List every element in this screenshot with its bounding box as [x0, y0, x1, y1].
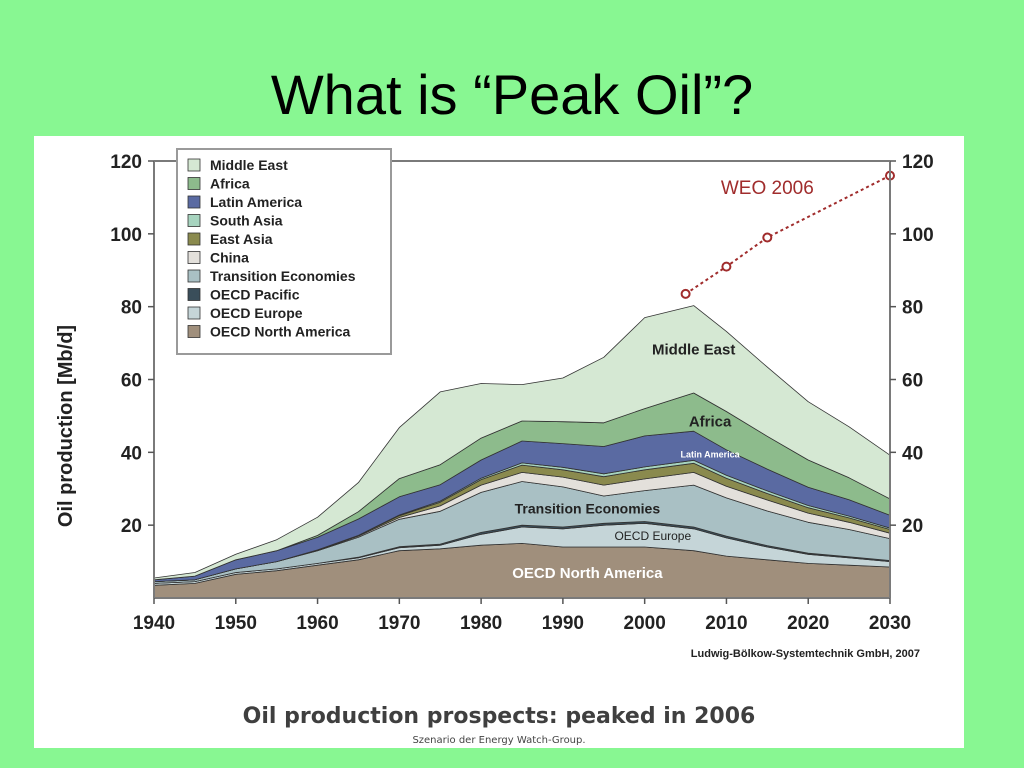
- area-label-transition-economies: Transition Economies: [515, 501, 661, 517]
- legend-swatch-middle-east: [187, 158, 201, 172]
- source-credit: Ludwig-Bölkow-Systemtechnik GmbH, 2007: [691, 648, 920, 660]
- legend-swatch-china: [187, 251, 201, 264]
- weo-point: [721, 261, 732, 272]
- y-tick-label-right-20: 20: [902, 516, 923, 537]
- y-tick-label-right-40: 40: [902, 443, 923, 464]
- x-tick-label-1970: 1970: [378, 613, 420, 634]
- y-tick-label-left-20: 20: [121, 516, 142, 537]
- legend-swatch-transition-economies: [187, 269, 201, 283]
- weo-point: [680, 288, 691, 299]
- area-label-middle-east: Middle East: [652, 342, 735, 359]
- legend-label-middle-east: Middle East: [210, 157, 288, 173]
- chart-figure: Middle East Africa Latin America Transition…: [34, 136, 964, 748]
- legend-box: [176, 148, 392, 355]
- weo-overlay: WEO 2006: [680, 170, 895, 299]
- area-label-layer: Middle East Africa Latin America Transition…: [512, 342, 740, 582]
- legend-swatch-oecd-europe: [187, 306, 201, 320]
- weo-point: [762, 232, 773, 243]
- caption-sub: Szenario der Energy Watch-Group.: [412, 735, 586, 746]
- legend-label-east-asia: East Asia: [210, 231, 273, 247]
- legend-swatch-east-asia: [187, 232, 201, 246]
- y-tick-label-right-80: 80: [902, 298, 923, 319]
- y-tick-label-left-120: 120: [110, 152, 142, 173]
- caption-main: Oil production prospects: peaked in 2006: [242, 704, 756, 729]
- area-label-oecd-north-america: OECD North America: [512, 565, 663, 582]
- x-tick-label-2030: 2030: [869, 613, 911, 634]
- y-tick-label-right-120: 120: [902, 152, 934, 173]
- y-tick-label-left-40: 40: [121, 443, 142, 464]
- y-tick-label-left-60: 60: [121, 371, 142, 392]
- legend-label-transition-economies: Transition Economies: [210, 268, 356, 284]
- y-tick-label-left-100: 100: [110, 225, 142, 246]
- stacked-area-chart: Middle East Africa Latin America Transition…: [55, 148, 934, 660]
- y-tick-label-right-100: 100: [902, 225, 934, 246]
- x-tick-label-1980: 1980: [460, 613, 502, 634]
- legend-label-south-asia: South Asia: [210, 213, 283, 229]
- legend-label-oecd-north-america: OECD North America: [210, 324, 351, 340]
- y-axis-label: Oil production [Mb/d]: [55, 325, 77, 527]
- x-tick-label-2010: 2010: [705, 613, 747, 634]
- x-tick-label-1990: 1990: [542, 613, 584, 634]
- weo-label: WEO 2006: [721, 178, 814, 199]
- legend-label-africa: Africa: [210, 176, 250, 192]
- y-tick-label-left-80: 80: [121, 298, 142, 319]
- legend-label-oecd-pacific: OECD Pacific: [210, 287, 300, 303]
- chart-legend: Middle East Africa Latin America South Asia…: [176, 148, 392, 355]
- area-label-latin-america: Latin America: [681, 449, 741, 459]
- x-tick-label-2000: 2000: [624, 613, 666, 634]
- legend-label-latin-america: Latin America: [210, 194, 302, 210]
- x-tick-label-1940: 1940: [133, 613, 175, 634]
- area-label-africa: Africa: [689, 414, 732, 431]
- legend-swatch-africa: [187, 177, 201, 190]
- legend-swatch-oecd-north-america: [187, 325, 201, 338]
- x-tick-label-2020: 2020: [787, 613, 829, 634]
- weo-line: [685, 174, 891, 295]
- x-tick-label-1960: 1960: [296, 613, 338, 634]
- area-layer: [153, 305, 891, 599]
- legend-label-china: China: [210, 250, 249, 266]
- slide-title: What is “Peak Oil”?: [270, 63, 754, 126]
- legend-swatch-south-asia: [187, 214, 201, 227]
- x-tick-label-1950: 1950: [215, 613, 257, 634]
- area-label-oecd-europe: OECD Europe: [614, 529, 691, 543]
- legend-swatch-oecd-pacific: [187, 288, 201, 301]
- legend-swatch-latin-america: [187, 195, 201, 209]
- y-tick-label-right-60: 60: [902, 371, 923, 392]
- legend-label-oecd-europe: OECD Europe: [210, 305, 303, 321]
